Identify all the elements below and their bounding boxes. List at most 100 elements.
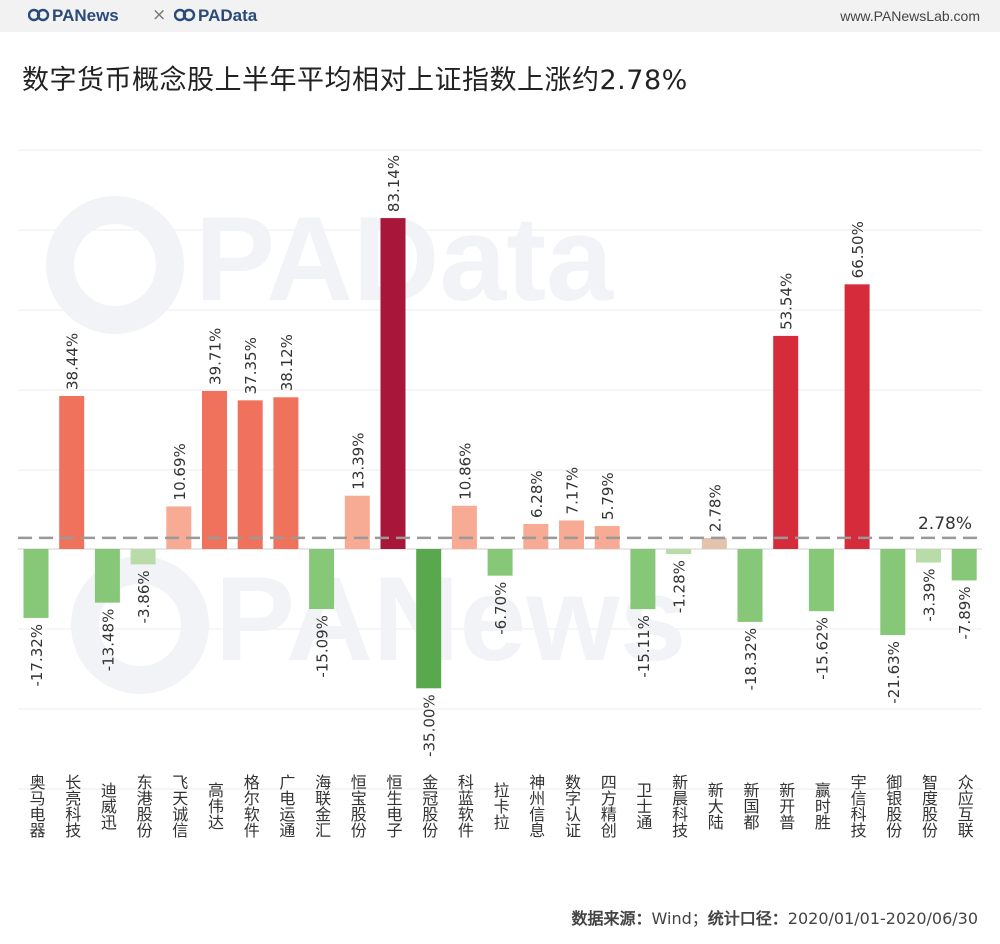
bar-value-label: -7.89% (956, 586, 974, 639)
bar-value-label: 38.44% (64, 333, 82, 390)
bar (380, 218, 406, 550)
bar-value-label: -15.11% (635, 615, 653, 678)
bar (273, 397, 299, 549)
category-label: 新晨科技 (669, 774, 688, 839)
top-bar: PANews × PAData www.PANewsLab.com (0, 0, 1000, 32)
category-label: 众应互联 (955, 774, 974, 838)
bar (808, 549, 834, 612)
category-label: 赢时胜 (812, 782, 831, 830)
bar-value-label: -1.28% (671, 560, 689, 613)
source-label: 数据来源： (571, 909, 652, 928)
category-label: 格尔软件 (241, 774, 260, 838)
category-label: 金冠股份 (419, 774, 438, 839)
bar-value-label: 10.86% (456, 443, 474, 500)
bar-value-label: -18.32% (742, 628, 760, 691)
bar (487, 549, 513, 576)
watermark-layer: PADataPANews (46, 192, 686, 694)
category-label: 东港股份 (134, 774, 153, 839)
bar-value-label: 53.54% (778, 273, 796, 330)
bar (130, 549, 156, 565)
bar (701, 537, 727, 549)
bar-value-label: -13.48% (99, 609, 117, 672)
panews-logo-icon (28, 8, 50, 22)
bar-value-label: -3.39% (921, 568, 939, 621)
brand-panews: PANews (28, 6, 119, 26)
bar-value-label: 66.50% (849, 221, 867, 278)
bar-value-label: -35.00% (421, 694, 439, 757)
period-label: 统计口径： (707, 909, 788, 928)
category-label: 新大陆 (705, 782, 724, 830)
padata-logo-icon (174, 8, 196, 22)
category-label: 神州信息 (526, 774, 545, 838)
bar-value-label: 6.28% (528, 470, 546, 518)
bars-layer: -17.32% 38.44% -13.48% -3.86% 10.69% 39.71% 37… (23, 155, 977, 757)
reference-line-label: 2.78% (918, 514, 972, 534)
bar-value-label: 38.12% (278, 334, 296, 391)
bar-value-label: 7.17% (564, 467, 582, 515)
bar (523, 524, 549, 549)
period-value: 2020/01/01-2020/06/30 (787, 909, 978, 928)
watermark-logo-icon (71, 556, 209, 694)
bar-value-label: 37.35% (242, 337, 260, 394)
brand-separator: × (152, 5, 167, 25)
chart-title: 数字货币概念股上半年平均相对上证指数上涨约2.78% (22, 65, 688, 96)
category-label: 卫士通 (633, 782, 652, 830)
bar (559, 520, 584, 549)
category-label: 高伟达 (205, 782, 224, 830)
bar (737, 549, 763, 622)
category-label: 广电运通 (276, 774, 295, 838)
brand-padata: PAData (174, 6, 257, 26)
category-label: 四方精创 (598, 774, 617, 839)
bar (166, 506, 192, 549)
brand-padata-label: PAData (198, 6, 258, 25)
category-label: 恒生电子 (384, 774, 403, 838)
category-label: 数字认证 (562, 774, 581, 838)
bar (416, 549, 442, 689)
bar-value-label: -3.86% (135, 570, 153, 623)
bar-value-label: -15.09% (314, 615, 332, 678)
category-label: 宇信科技 (848, 774, 867, 839)
source-value: Wind； (651, 909, 708, 928)
category-label: 新国都 (741, 782, 760, 830)
bar-value-label: 5.79% (599, 472, 617, 520)
bar-value-label: 39.71% (207, 328, 225, 385)
watermark-panews: PANews (215, 552, 686, 686)
category-label: 迪威迅 (98, 782, 117, 831)
bar (309, 549, 335, 610)
bar-value-label: -6.70% (492, 582, 510, 635)
category-label: 智度股份 (919, 774, 938, 839)
category-label: 御银股份 (883, 774, 902, 839)
bar (59, 396, 85, 549)
category-label: 拉卡拉 (491, 782, 510, 831)
bar-value-label: 83.14% (385, 155, 403, 212)
bar-value-label: 10.69% (171, 443, 189, 500)
bar (666, 549, 692, 555)
bar (880, 549, 906, 636)
bar (451, 505, 477, 549)
category-label: 海联金汇 (312, 774, 331, 838)
brand-panews-label: PANews (52, 6, 119, 25)
bar (773, 335, 799, 549)
watermark-logo-icon (46, 196, 184, 334)
bar (23, 549, 49, 618)
category-label: 长亮科技 (62, 774, 81, 839)
category-label: 科蓝软件 (455, 774, 474, 838)
bar-value-label: 13.39% (349, 433, 367, 490)
reference-line-layer: 2.78% (18, 514, 982, 540)
bar (237, 400, 263, 549)
category-label: 新开普 (776, 782, 795, 830)
bar (951, 549, 977, 581)
bar-value-label: 2.78% (706, 484, 724, 532)
bar-value-label: -15.62% (813, 617, 831, 680)
bar-value-label: -17.32% (28, 624, 46, 687)
source-note: 数据来源：Wind；统计口径：2020/01/01-2020/06/30 (572, 905, 978, 929)
bar (202, 390, 227, 549)
category-label: 恒宝股份 (348, 774, 367, 839)
category-label: 奥马电器 (27, 774, 46, 838)
bar (630, 549, 656, 610)
category-label: 飞天诚信 (169, 774, 188, 838)
site-url: www.PANewsLab.com (840, 8, 980, 24)
bar (844, 284, 870, 549)
bar (344, 495, 370, 549)
